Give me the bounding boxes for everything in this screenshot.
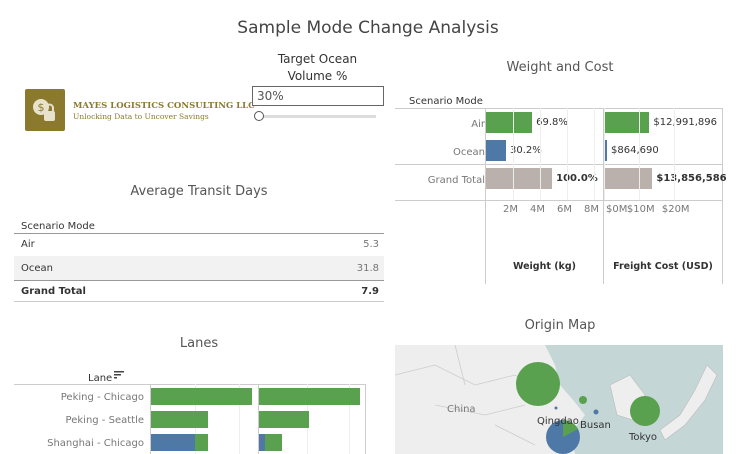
tick-label: 6M [557, 204, 572, 215]
transit-row-mode: Ocean [21, 263, 53, 274]
data-label: $13,856,586 [656, 173, 727, 184]
lanes-chart: Peking - Chicago Peking - Seattle Shanghai… [14, 384, 366, 454]
gridline [604, 108, 605, 200]
tick-label: $0M [606, 204, 628, 215]
svg-text:$: $ [38, 101, 45, 114]
sort-icon[interactable] [114, 370, 124, 383]
transit-row-value: 7.9 [361, 286, 379, 297]
dashboard-title: Sample Mode Change Analysis [237, 18, 499, 38]
map-label-qingdao: Qingdao [537, 416, 579, 427]
divider [395, 200, 723, 201]
gridline [673, 108, 675, 200]
axis-title: Weight (kg) [512, 261, 577, 272]
transit-row-value: 31.8 [356, 263, 379, 274]
lane-bar-ocean [151, 434, 195, 451]
axis-title: Freight Cost (USD) [613, 261, 713, 272]
lanes-title: Lanes [179, 336, 219, 351]
slider-track[interactable] [258, 115, 376, 118]
data-label: 69.8% [536, 117, 568, 128]
row-label: Grand Total [427, 175, 485, 186]
target-ocean-input[interactable] [252, 86, 384, 106]
gridline [239, 384, 240, 454]
tick-label: 4M [530, 204, 545, 215]
tick-label: $10M [626, 204, 655, 215]
gridline [513, 108, 514, 200]
bar-0 [604, 112, 650, 133]
lane-bar-air [151, 411, 209, 428]
lane-bar-air [195, 434, 209, 451]
data-label: $864,690 [611, 145, 659, 156]
transit-row-mode: Grand Total [21, 286, 86, 297]
origin-map[interactable]: China Qingdao Busan Tokyo [395, 345, 723, 454]
map-label-china: China [447, 404, 476, 415]
divider [603, 108, 604, 284]
row-label: Air [471, 119, 485, 130]
lane-bar-air [265, 434, 283, 451]
lanes-row-header: Lane [88, 373, 113, 384]
data-label: 30.2% [509, 145, 542, 156]
map-title: Origin Map [524, 318, 596, 333]
gridline [638, 108, 640, 200]
lane-bar-air [259, 388, 360, 405]
lane-label: Shanghai - Chicago [47, 438, 144, 449]
weight-cost-row-header: Scenario Mode [409, 96, 483, 107]
logo-name: MAYES LOGISTICS CONSULTING LLC [73, 101, 255, 111]
divider [150, 384, 151, 454]
gridline [349, 384, 350, 454]
divider [395, 108, 723, 109]
bar-1 [486, 140, 506, 161]
data-label: $12,991,896 [653, 117, 717, 128]
map-marker [593, 409, 599, 415]
parameter-label-line2: Volume % [287, 69, 348, 83]
tick-label: $20M [661, 204, 690, 215]
slider-handle[interactable] [254, 111, 264, 121]
lane-bar-air [259, 411, 310, 428]
tick-label: 8M [584, 204, 599, 215]
lane-label: Peking - Chicago [60, 392, 144, 403]
map-marker-peking [516, 362, 560, 406]
parameter-label: Target Ocean Volume % [250, 51, 385, 85]
map-marker-tokyo [630, 396, 660, 426]
gridline [594, 108, 595, 200]
transit-title: Average Transit Days [130, 184, 268, 199]
divider [722, 108, 723, 284]
transit-row-mode: Air [21, 239, 35, 250]
lane-bar-ocean [259, 434, 266, 451]
map-label-busan: Busan [580, 420, 611, 431]
bar-2 [486, 168, 553, 189]
divider [485, 108, 486, 284]
weight-cost-title: Weight and Cost [506, 60, 614, 75]
divider [365, 384, 366, 454]
gridline [567, 108, 568, 200]
logo-tagline: Unlocking Data to Uncover Savings [73, 112, 209, 121]
bar-2 [604, 168, 653, 189]
data-label: 100.0% [556, 173, 598, 184]
transit-header: Scenario Mode [21, 221, 95, 232]
bar-1 [604, 140, 608, 161]
transit-row-value: 5.3 [363, 239, 379, 250]
parameter-label-line1: Target Ocean [277, 52, 358, 66]
gridline [540, 108, 541, 200]
row-label: Ocean [453, 147, 485, 158]
divider [258, 384, 259, 454]
map-marker [554, 406, 558, 410]
dollar-lock-icon: $ [33, 99, 55, 121]
divider [14, 384, 366, 385]
logo: $ [25, 89, 65, 131]
map-label-tokyo: Tokyo [629, 432, 657, 443]
divider [395, 164, 723, 165]
bar-0 [486, 112, 533, 133]
lane-bar-air [151, 388, 253, 405]
weight-cost-chart: Air Ocean Grand Total 69.8% 30.2% 100.0% 2M 4M 6… [395, 108, 727, 284]
map-marker [579, 396, 587, 404]
transit-row-ocean [14, 256, 384, 280]
lane-label: Peking - Seattle [65, 415, 144, 426]
tick-label: 2M [503, 204, 518, 215]
